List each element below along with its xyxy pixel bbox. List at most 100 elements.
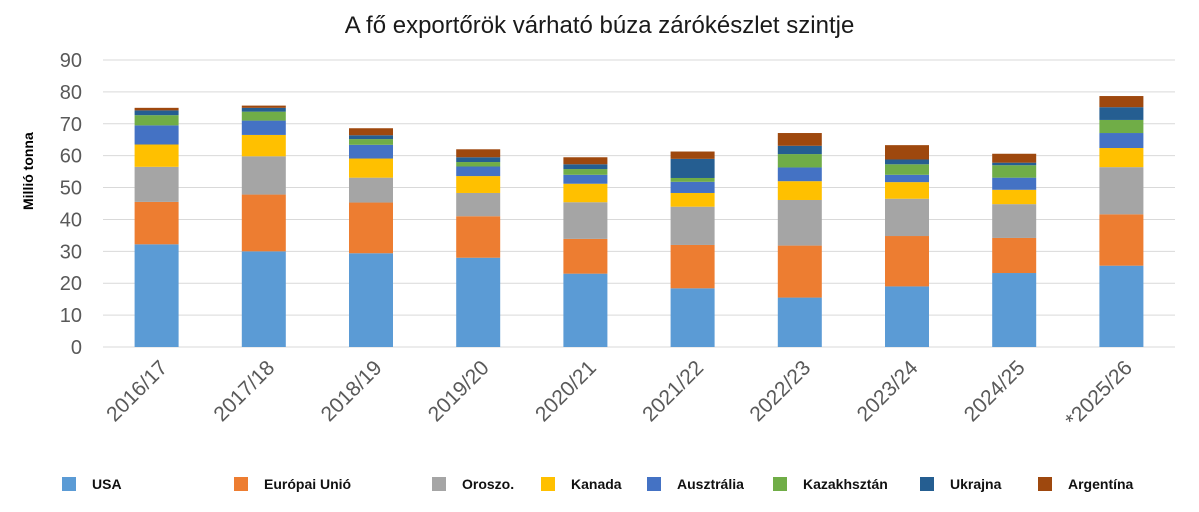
x-tick-label: 2022/23 bbox=[745, 356, 815, 426]
bar-segment bbox=[1099, 107, 1144, 120]
bar-segment bbox=[670, 151, 715, 159]
x-tick-label: *2025/26 bbox=[1061, 356, 1137, 432]
bar-segment bbox=[885, 164, 929, 175]
bar-segment bbox=[456, 149, 501, 158]
bar-segment bbox=[885, 286, 929, 347]
bar-segment bbox=[670, 244, 715, 289]
bar-segment bbox=[349, 202, 393, 254]
bar-segment bbox=[1099, 96, 1144, 108]
x-tick-label: 2018/19 bbox=[317, 356, 387, 426]
bar-segment bbox=[456, 216, 501, 258]
legend-item: Oroszo. bbox=[432, 476, 514, 492]
bar-segment bbox=[563, 238, 608, 274]
bar-segment bbox=[349, 144, 393, 159]
x-tick-label: 2019/20 bbox=[424, 356, 494, 426]
bar-segment bbox=[1099, 119, 1144, 134]
legend-swatch bbox=[234, 477, 248, 491]
bar-segment bbox=[777, 245, 822, 298]
x-tick-label: 2017/18 bbox=[209, 356, 279, 426]
bar-segment bbox=[992, 273, 1037, 347]
bar-segment bbox=[349, 128, 393, 136]
legend-item: Kazakhsztán bbox=[773, 476, 888, 492]
bar-segment bbox=[670, 177, 715, 182]
bar-segment bbox=[777, 154, 822, 168]
bar-segment bbox=[563, 169, 608, 175]
y-tick-label: 0 bbox=[71, 337, 82, 359]
bar-segment bbox=[563, 164, 608, 170]
legend-item: Ukrajna bbox=[920, 476, 1001, 492]
bar-segment bbox=[241, 120, 286, 135]
bar-segment bbox=[563, 174, 608, 184]
y-tick-label: 30 bbox=[60, 241, 82, 263]
bar-segment bbox=[777, 297, 822, 347]
bar-segment bbox=[670, 158, 715, 178]
legend-item: Európai Unió bbox=[234, 476, 351, 492]
bar-segment bbox=[241, 111, 286, 121]
legend-label: USA bbox=[92, 476, 122, 492]
bar-segment bbox=[992, 204, 1037, 238]
bar-segment bbox=[134, 115, 179, 126]
y-tick-label: 10 bbox=[60, 305, 82, 327]
bar-segment bbox=[1099, 265, 1144, 347]
x-tick-label: 2023/24 bbox=[853, 356, 923, 426]
bar-segment bbox=[349, 158, 393, 178]
bar-segment bbox=[134, 110, 179, 116]
bar-segment bbox=[777, 199, 822, 246]
bar-segment bbox=[349, 177, 393, 203]
y-tick-label: 50 bbox=[60, 178, 82, 200]
bar-segment bbox=[992, 153, 1037, 163]
legend-label: Kanada bbox=[571, 476, 622, 492]
bar-segment bbox=[349, 139, 393, 145]
bar-segment bbox=[670, 181, 715, 193]
chart-title: A fő exportőrök várható búza zárókészlet… bbox=[344, 12, 855, 39]
bar-segment bbox=[563, 273, 608, 347]
bar-segment bbox=[1099, 148, 1144, 168]
bar-segment bbox=[777, 167, 822, 182]
y-tick-label: 70 bbox=[60, 114, 82, 136]
bar-segment bbox=[563, 183, 608, 203]
legend-swatch bbox=[432, 477, 446, 491]
bar-segment bbox=[885, 198, 929, 237]
bar-segment bbox=[1099, 214, 1144, 266]
bar-segment bbox=[241, 107, 286, 112]
legend-swatch bbox=[647, 477, 661, 491]
bar-segment bbox=[670, 288, 715, 347]
bar-segment bbox=[456, 176, 501, 193]
legend-label: Argentína bbox=[1068, 476, 1134, 492]
y-tick-label: 20 bbox=[60, 273, 82, 295]
legend-label: Ukrajna bbox=[950, 476, 1002, 492]
bar-segment bbox=[134, 125, 179, 145]
bar-segment bbox=[885, 182, 929, 199]
bar-segment bbox=[241, 156, 286, 195]
bar-segment bbox=[134, 107, 179, 111]
bar-segment bbox=[349, 135, 393, 140]
bar-segment bbox=[563, 157, 608, 165]
bar-segment bbox=[670, 192, 715, 207]
bar-segment bbox=[885, 236, 929, 287]
bar-segment bbox=[134, 166, 179, 202]
bar-segment bbox=[885, 159, 929, 165]
bar-segment bbox=[992, 177, 1037, 190]
legend-swatch bbox=[541, 477, 555, 491]
bar-segment bbox=[241, 134, 286, 157]
bar-segment bbox=[563, 202, 608, 239]
bar-segment bbox=[1099, 167, 1144, 215]
y-tick-label: 90 bbox=[60, 50, 82, 72]
bar-segment bbox=[456, 192, 501, 217]
bar-segment bbox=[456, 257, 501, 347]
bar-segment bbox=[241, 105, 286, 108]
y-tick-label: 60 bbox=[60, 146, 82, 168]
bar-segment bbox=[992, 189, 1037, 205]
legend-label: Európai Unió bbox=[264, 476, 352, 492]
legend-swatch bbox=[920, 477, 934, 491]
bar-segment bbox=[777, 181, 822, 200]
bar-segment bbox=[885, 174, 929, 183]
bar-segment bbox=[349, 253, 393, 347]
y-tick-label: 40 bbox=[60, 209, 82, 231]
legend-swatch bbox=[1038, 477, 1052, 491]
legend-label: Kazakhsztán bbox=[803, 476, 888, 492]
bar-segment bbox=[134, 244, 179, 347]
bar-segment bbox=[134, 144, 179, 167]
bar-segment bbox=[134, 201, 179, 245]
